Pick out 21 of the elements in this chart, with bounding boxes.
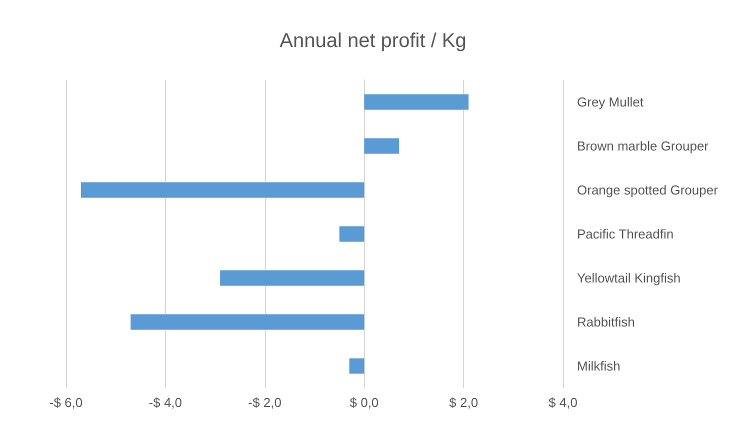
y-tick-label: Pacific Threadfin (577, 226, 674, 242)
x-tick-label: -$ 4,0 (148, 395, 182, 410)
bar (339, 226, 364, 242)
x-tick-label: -$ 2,0 (248, 395, 282, 410)
bar (220, 270, 364, 286)
bar (349, 358, 364, 374)
bar (80, 182, 364, 198)
bar (364, 94, 469, 110)
chart-title: Annual net profit / Kg (280, 30, 466, 52)
x-tick-label: $ 0,0 (350, 395, 379, 410)
y-tick-label: Milkfish (577, 358, 620, 374)
y-tick-label: Rabbitfish (577, 314, 635, 330)
x-tick-label: -$ 6,0 (49, 395, 83, 410)
bar (364, 138, 399, 154)
y-tick-label: Grey Mullet (577, 94, 644, 110)
x-tick-label: $ 2,0 (449, 395, 478, 410)
bar (130, 314, 364, 330)
x-tick-label: $ 4,0 (548, 395, 578, 410)
y-tick-label: Brown marble Grouper (577, 138, 710, 154)
y-tick-label: Orange spotted Grouper (577, 182, 719, 198)
y-tick-label: Yellowtail Kingfish (577, 270, 681, 286)
